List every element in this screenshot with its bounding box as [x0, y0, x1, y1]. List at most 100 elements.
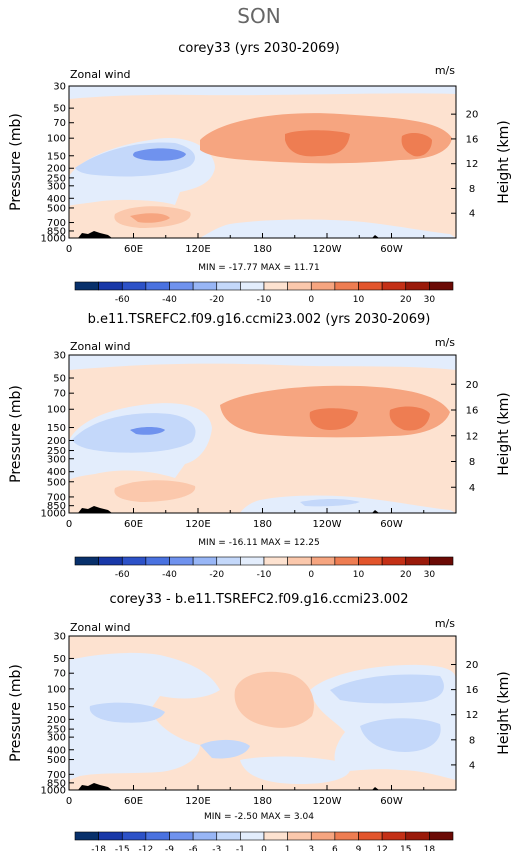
panel-2-colorbar-label: -10 — [257, 570, 272, 580]
panel-1-ytick-label: 300 — [47, 181, 66, 192]
panel-1-ytick-right-label: 16 — [466, 134, 479, 145]
panel-2-top-band — [69, 355, 456, 370]
panel-2-colorbar-box — [192, 556, 218, 566]
panel-1-colorbar-label: 30 — [424, 295, 436, 305]
panel-2-title: b.e11.TSREFC2.f09.g16.ccmi23.002 (yrs 20… — [88, 312, 431, 327]
panel-1-easterly-core — [133, 148, 186, 161]
panel-1-colorbar-box — [429, 281, 454, 291]
panel-1-ytick-right-label: 8 — [469, 184, 475, 195]
panel-2-colorbar-box — [145, 556, 170, 566]
panel-3-colorbar-label: 12 — [376, 845, 387, 851]
panel-1-colorbar-box — [240, 281, 265, 291]
panel-1-units: m/s — [435, 64, 455, 77]
panel-3-ytick-label: 200 — [47, 715, 66, 726]
panel-3-colorbar-box — [216, 831, 241, 841]
panel-1-colorbar-box — [145, 281, 170, 291]
panel-2-westerly-jet-core — [309, 408, 358, 430]
panel-3-ytick-label: 700 — [47, 770, 66, 781]
panel-3-colorbar-box — [334, 831, 359, 841]
panel-2-xtick-label: 120E — [185, 519, 210, 530]
panel-3-colorbar-box — [358, 831, 383, 841]
panel-1-colorbar-box — [287, 281, 312, 291]
panel-1-colorbar-box — [334, 281, 359, 291]
panel-3-ytick-right-label: 20 — [466, 660, 479, 671]
panel-3-ylabel: Pressure (mb) — [8, 664, 24, 762]
panel-3-ytick-label: 400 — [47, 745, 66, 756]
panel-2-colorbar-label: 10 — [353, 570, 365, 580]
panel-1-ytick-label: 250 — [47, 173, 66, 184]
panel-3-title: corey33 - b.e11.TSREFC2.f09.g16.ccmi23.0… — [109, 592, 408, 607]
panel-2-field-label: Zonal wind — [70, 340, 131, 353]
panel-2-ytick-right-label: 20 — [466, 380, 479, 391]
panel-3-ytick-label: 850 — [47, 778, 66, 789]
panel-3-colorbar-label: -3 — [212, 845, 221, 851]
panel-1-lower-positive-core — [130, 213, 170, 223]
panel-3-ylabel-right: Height (km) — [496, 671, 512, 754]
panel-1-ytick-label: 30 — [53, 82, 66, 93]
panel-1-colorbar-box — [121, 281, 147, 291]
panel-3-negative-2-core-b — [360, 718, 441, 752]
panel-2-colorbar-box — [74, 556, 99, 566]
panel-1-colorbar-box — [263, 281, 288, 291]
panel-1-ytick-label: 1000 — [41, 234, 66, 245]
panel-2-xtick-label: 60W — [380, 519, 403, 530]
panel-3-negative-core-2 — [200, 739, 250, 759]
panel-3-colorbar-box — [263, 831, 288, 841]
panel-1-westerly-jet-core — [285, 130, 350, 157]
panel-2-ytick-label: 700 — [47, 492, 66, 503]
panel-1-xtick-label: 180 — [253, 244, 272, 255]
panel-1-colorbar-box — [310, 281, 336, 291]
panel-2: b.e11.TSREFC2.f09.g16.ccmi23.002 (yrs 20… — [8, 312, 512, 548]
panel-3-ytick-label: 50 — [53, 654, 66, 665]
panel-3-ytick-label: 500 — [47, 755, 66, 766]
panel-2-ytick-right-label: 4 — [469, 483, 475, 494]
panel-2-colorbar-box — [310, 556, 336, 566]
panel-3-colorbar-box — [287, 831, 312, 841]
panel-3-units: m/s — [435, 617, 455, 630]
panel-3-colorbar-label: 1 — [285, 845, 291, 851]
panel-2-ylabel-right: Height (km) — [496, 392, 512, 475]
panel-3-ytick-label: 150 — [47, 702, 66, 713]
panel-1-contours — [69, 86, 456, 238]
panel-2-colorbar-box — [405, 556, 430, 566]
panel-2-colorbar-box — [263, 556, 288, 566]
panel-3-colorbar-box — [381, 831, 407, 841]
panel-3-xtick-label: 0 — [66, 796, 72, 807]
panel-2-colorbar-box — [381, 556, 407, 566]
panel-2-lower-positive — [114, 480, 196, 502]
panel-2-ytick-label: 300 — [47, 454, 66, 465]
panel-3-colorbar-box — [240, 831, 265, 841]
panel-3-ytick-label: 100 — [47, 684, 66, 695]
panel-3-ytick-right-label: 12 — [466, 710, 479, 721]
panel-2-colorbar-box — [287, 556, 312, 566]
panel-1-colorbar-label: -40 — [162, 295, 177, 305]
panel-3-ytick-right-label: 16 — [466, 685, 479, 696]
panel-3-colorbar-box — [429, 831, 454, 841]
panel-1-xtick-label: 120E — [185, 244, 210, 255]
panel-3-colorbar-box — [405, 831, 430, 841]
panel-3-colorbar-label: 3 — [308, 845, 314, 851]
panel-2-ytick-label: 200 — [47, 436, 66, 447]
panel-2-colorbar-label: -20 — [209, 570, 224, 580]
panel-1: corey33 (yrs 2030-2069) Zonal wind m/s P… — [8, 41, 512, 273]
panel-2-xtick-label: 180 — [253, 519, 272, 530]
panel-1-ylabel: Pressure (mb) — [8, 113, 24, 211]
panel-3: corey33 - b.e11.TSREFC2.f09.g16.ccmi23.0… — [8, 592, 512, 822]
panel-2-colorbar-label: -40 — [162, 570, 177, 580]
panel-2-xtick-label: 0 — [66, 519, 72, 530]
panel-1-ytick-label: 500 — [47, 203, 66, 214]
panel-3-negative-3 — [240, 756, 351, 784]
panel-3-colorbar-label: -9 — [165, 845, 174, 851]
panel-1-ytick-label: 850 — [47, 226, 66, 237]
panel-2-lower-easterly-core — [300, 499, 360, 507]
panel-3-colorbar-label: 0 — [261, 845, 267, 851]
panel-2-colorbar-box — [429, 556, 454, 566]
panel-1-colorbar-box — [192, 281, 218, 291]
panel-3-contours — [69, 636, 456, 790]
panel-1-orography — [78, 231, 379, 238]
panel-1-ytick-label: 70 — [53, 118, 66, 129]
panel-1-colorbar-box — [169, 281, 194, 291]
panel-1-xtick-label: 120W — [313, 244, 342, 255]
panel-1-ytick-label: 400 — [47, 194, 66, 205]
panel-2-ytick-label: 100 — [47, 405, 66, 416]
